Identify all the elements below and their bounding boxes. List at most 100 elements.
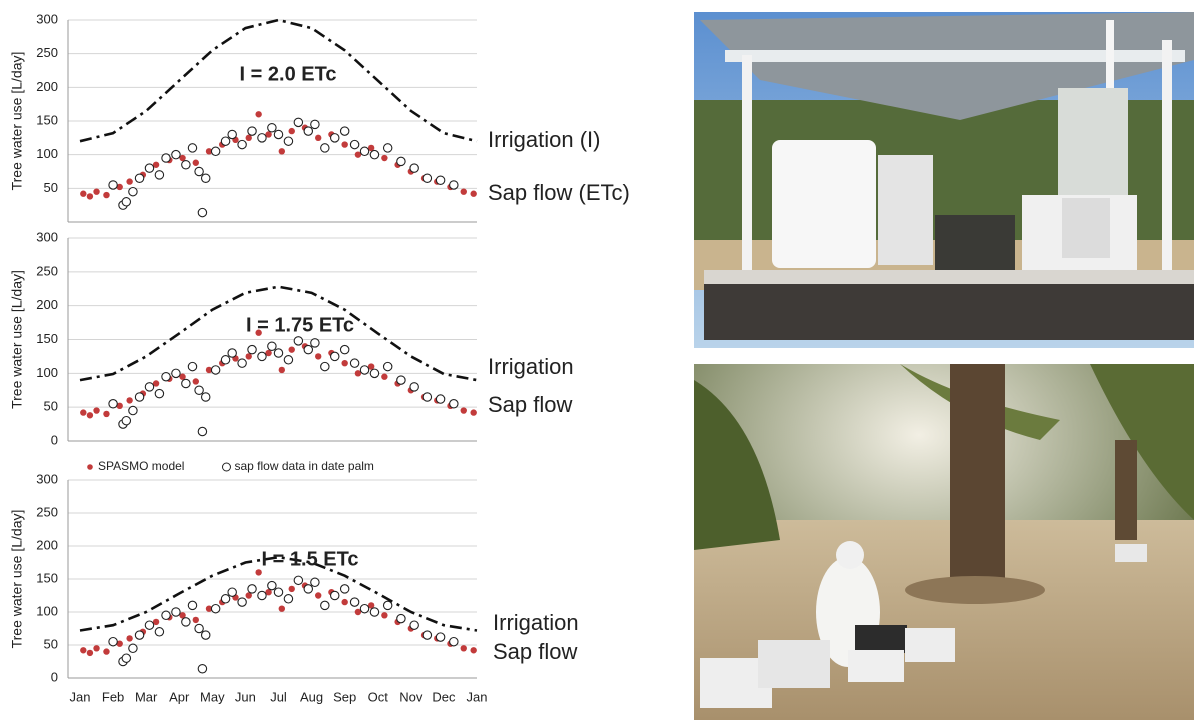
model-point xyxy=(255,111,261,117)
sap-flow-point xyxy=(284,356,292,364)
sap-flow-point xyxy=(182,618,190,626)
y-tick-label: 100 xyxy=(36,365,58,380)
model-point xyxy=(80,409,86,415)
sap-flow-point xyxy=(311,578,319,586)
sap-flow-point xyxy=(182,379,190,387)
sap-flow-point xyxy=(248,127,256,135)
annotation: I = 2.0 ETc xyxy=(240,63,337,85)
sap-flow-point xyxy=(129,188,137,196)
sap-flow-point xyxy=(109,638,117,646)
sap-flow-point xyxy=(135,174,143,182)
sap-flow-point xyxy=(129,644,137,652)
legend-marker xyxy=(87,464,93,470)
sap-flow-point xyxy=(370,369,378,377)
sap-flow-point xyxy=(258,591,266,599)
sap-flow-point xyxy=(311,339,319,347)
model-point xyxy=(461,645,467,651)
sap-flow-point xyxy=(321,144,329,152)
annotation: Sap flow xyxy=(488,392,572,417)
x-tick-label: Apr xyxy=(169,689,190,704)
x-tick-label: Jan xyxy=(467,689,488,704)
y-tick-label: 50 xyxy=(44,636,58,651)
page: 50100150200250300Tree water use [L/day]I… xyxy=(0,0,1194,720)
sap-flow-point xyxy=(350,140,358,148)
sap-flow-point xyxy=(221,356,229,364)
sap-flow-point xyxy=(423,174,431,182)
sap-flow-point xyxy=(423,631,431,639)
x-tick-label: Jan xyxy=(70,689,91,704)
sap-flow-point xyxy=(145,164,153,172)
sap-flow-point xyxy=(450,400,458,408)
sap-flow-point xyxy=(211,147,219,155)
sap-flow-point xyxy=(268,124,276,132)
sap-flow-point xyxy=(397,157,405,165)
sap-flow-point xyxy=(410,383,418,391)
figure: 50100150200250300Tree water use [L/day]I… xyxy=(0,0,1194,720)
annotation: Sap flow xyxy=(493,639,577,664)
model-point xyxy=(93,189,99,195)
sap-flow-point xyxy=(248,585,256,593)
sap-flow-point xyxy=(172,608,180,616)
sap-flow-point xyxy=(360,147,368,155)
model-point xyxy=(193,617,199,623)
sap-flow-point xyxy=(238,598,246,606)
model-point xyxy=(470,191,476,197)
legend-label: sap flow data in date palm xyxy=(234,459,373,473)
model-point xyxy=(461,189,467,195)
sap-flow-point xyxy=(211,605,219,613)
sap-flow-point xyxy=(284,137,292,145)
model-point xyxy=(87,193,93,199)
model-point xyxy=(80,191,86,197)
y-tick-label: 300 xyxy=(36,471,58,486)
sap-flow-point xyxy=(274,349,282,357)
model-point xyxy=(93,645,99,651)
sap-flow-point xyxy=(370,150,378,158)
sap-flow-point xyxy=(248,345,256,353)
model-point xyxy=(193,160,199,166)
chart-panel: 050100150200250300Tree water use [L/day]… xyxy=(9,229,574,447)
model-point xyxy=(103,648,109,654)
y-tick-label: 50 xyxy=(44,399,58,414)
y-tick-label: 200 xyxy=(36,297,58,312)
sap-flow-point xyxy=(129,406,137,414)
model-point xyxy=(289,128,295,134)
sap-flow-point xyxy=(198,665,206,673)
sap-flow-point xyxy=(284,595,292,603)
model-point xyxy=(279,367,285,373)
y-tick-label: 200 xyxy=(36,537,58,552)
sap-flow-point xyxy=(304,127,312,135)
sap-flow-point xyxy=(162,154,170,162)
model-point xyxy=(381,374,387,380)
annotation: I = 1.75 ETc xyxy=(246,314,354,336)
sap-flow-point xyxy=(311,120,319,128)
model-point xyxy=(279,606,285,612)
sap-flow-point xyxy=(145,621,153,629)
model-point xyxy=(193,378,199,384)
sap-flow-point xyxy=(410,621,418,629)
annotation: Irrigation xyxy=(493,610,579,635)
model-point xyxy=(341,599,347,605)
model-point xyxy=(126,178,132,184)
sap-flow-point xyxy=(258,352,266,360)
sap-flow-point xyxy=(397,376,405,384)
model-point xyxy=(289,346,295,352)
sap-flow-point xyxy=(423,393,431,401)
sap-flow-point xyxy=(109,400,117,408)
model-point xyxy=(93,407,99,413)
sap-flow-point xyxy=(397,614,405,622)
sap-flow-point xyxy=(274,588,282,596)
sap-flow-point xyxy=(145,383,153,391)
y-axis-label: Tree water use [L/day] xyxy=(9,270,25,409)
sap-flow-point xyxy=(122,654,130,662)
sap-flow-point xyxy=(304,585,312,593)
model-point xyxy=(80,647,86,653)
sap-flow-point xyxy=(122,417,130,425)
y-axis-label: Tree water use [L/day] xyxy=(9,52,25,191)
model-point xyxy=(341,360,347,366)
sap-flow-point xyxy=(202,174,210,182)
sap-flow-point xyxy=(228,349,236,357)
sap-flow-point xyxy=(195,167,203,175)
sap-flow-point xyxy=(436,395,444,403)
sap-flow-point xyxy=(450,638,458,646)
x-tick-label: Mar xyxy=(135,689,158,704)
